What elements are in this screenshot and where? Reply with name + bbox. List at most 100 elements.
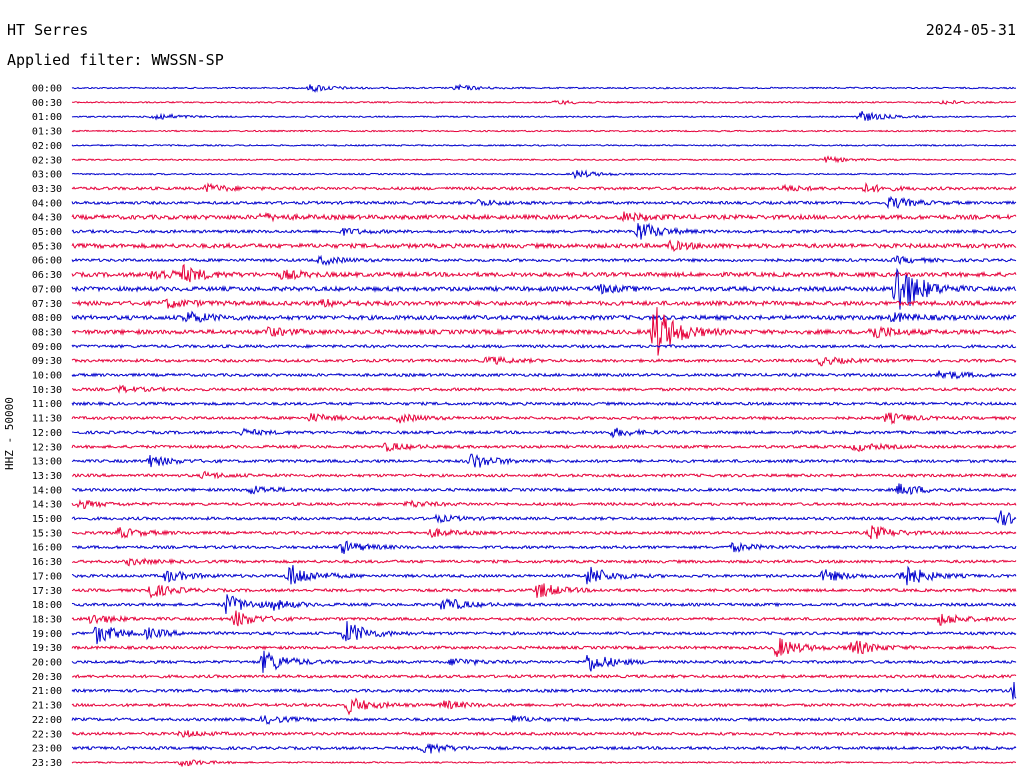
tick-label: 08:00 bbox=[32, 313, 62, 324]
tick-label: 23:00 bbox=[32, 744, 62, 755]
tick-label: 19:30 bbox=[32, 643, 62, 654]
tick-label: 16:30 bbox=[32, 557, 62, 568]
trace-line bbox=[71, 759, 1017, 767]
trace-line bbox=[71, 310, 1017, 323]
tick-label: 00:30 bbox=[32, 98, 62, 109]
trace-line bbox=[71, 263, 1017, 283]
date-label: 2024-05-31 bbox=[925, 21, 1016, 39]
trace-line bbox=[71, 510, 1017, 526]
trace-line bbox=[71, 384, 1017, 394]
tick-label: 15:00 bbox=[32, 514, 62, 525]
trace-line bbox=[71, 483, 1017, 496]
trace-line bbox=[71, 650, 1017, 673]
trace-line bbox=[71, 298, 1017, 309]
trace-line bbox=[71, 111, 1017, 121]
tick-label: 18:30 bbox=[32, 614, 62, 625]
trace-line bbox=[71, 370, 1017, 380]
trace-line bbox=[71, 355, 1017, 367]
trace-line bbox=[71, 594, 1017, 614]
tick-label: 12:30 bbox=[32, 442, 62, 453]
tick-label: 10:30 bbox=[32, 385, 62, 396]
trace-line bbox=[71, 222, 1017, 240]
tick-label: 03:00 bbox=[32, 170, 62, 181]
trace-line bbox=[71, 681, 1017, 700]
tick-label: 11:30 bbox=[32, 414, 62, 425]
trace-line bbox=[72, 540, 1017, 554]
tick-label: 01:00 bbox=[32, 112, 62, 123]
tick-label: 13:00 bbox=[32, 457, 62, 468]
trace-line bbox=[71, 715, 1017, 725]
tick-label: 10:00 bbox=[32, 371, 62, 382]
filter-label: Applied filter: WWSSN-SP bbox=[7, 51, 224, 69]
tick-label: 21:30 bbox=[32, 701, 62, 712]
tick-label: 06:00 bbox=[32, 256, 62, 267]
tick-label: 18:00 bbox=[32, 600, 62, 611]
tick-label: 12:00 bbox=[32, 428, 62, 439]
trace-line bbox=[71, 621, 1017, 645]
tick-label: 16:00 bbox=[32, 543, 62, 554]
trace-line bbox=[71, 412, 1017, 425]
trace-line bbox=[71, 638, 1017, 657]
trace-line bbox=[72, 427, 1017, 439]
tick-label: 08:30 bbox=[32, 327, 62, 338]
tick-label: 14:30 bbox=[32, 500, 62, 511]
tick-label: 03:30 bbox=[32, 184, 62, 195]
tick-label: 05:30 bbox=[32, 241, 62, 252]
tick-label: 19:00 bbox=[32, 629, 62, 640]
tick-label: 11:00 bbox=[32, 399, 62, 410]
tick-label: 02:30 bbox=[32, 155, 62, 166]
trace-line bbox=[71, 743, 1017, 754]
trace-line bbox=[71, 155, 1017, 164]
trace-line bbox=[71, 400, 1017, 407]
tick-label: 22:00 bbox=[32, 715, 62, 726]
tick-label: 01:30 bbox=[32, 127, 62, 138]
trace-line bbox=[71, 499, 1017, 509]
tick-label: 22:30 bbox=[32, 729, 62, 740]
trace-line bbox=[71, 211, 1017, 223]
trace-line bbox=[71, 557, 1017, 567]
tick-label: 21:00 bbox=[32, 686, 62, 697]
trace-line bbox=[71, 181, 1017, 193]
tick-label: 07:30 bbox=[32, 299, 62, 310]
trace-line bbox=[71, 610, 1017, 627]
tick-label: 14:00 bbox=[32, 485, 62, 496]
tick-label: 20:30 bbox=[32, 672, 62, 683]
trace-line bbox=[71, 307, 1017, 356]
trace-line bbox=[71, 83, 1017, 93]
trace-line bbox=[71, 442, 1017, 453]
trace-line bbox=[71, 267, 1017, 310]
tick-label: 05:00 bbox=[32, 227, 62, 238]
trace-line bbox=[71, 729, 1017, 738]
tick-label: 17:30 bbox=[32, 586, 62, 597]
trace-line bbox=[71, 673, 1017, 680]
tick-label: 06:30 bbox=[32, 270, 62, 281]
trace-line bbox=[71, 254, 1017, 266]
tick-label: 09:30 bbox=[32, 356, 62, 367]
tick-label: 15:30 bbox=[32, 528, 62, 539]
trace-line bbox=[71, 525, 1017, 540]
trace-line bbox=[71, 697, 1017, 716]
trace-line bbox=[71, 583, 1017, 599]
tick-label: 20:00 bbox=[32, 658, 62, 669]
trace-line bbox=[71, 195, 1017, 210]
trace-line bbox=[71, 169, 1017, 180]
trace-line bbox=[71, 99, 1016, 106]
trace-line bbox=[71, 239, 1017, 253]
station-title: HT Serres bbox=[7, 21, 89, 39]
trace-line bbox=[71, 343, 1017, 349]
tick-label: 17:00 bbox=[32, 571, 62, 582]
tick-label: 02:00 bbox=[32, 141, 62, 152]
tick-label: 09:00 bbox=[32, 342, 62, 353]
tick-label: 07:00 bbox=[32, 284, 62, 295]
tick-label: 13:30 bbox=[32, 471, 62, 482]
tick-label: 04:30 bbox=[32, 213, 62, 224]
trace-line bbox=[71, 470, 1017, 480]
trace-line bbox=[71, 129, 1017, 133]
tick-label: 04:00 bbox=[32, 198, 62, 209]
tick-label: 23:30 bbox=[32, 758, 62, 769]
trace-line bbox=[71, 453, 1017, 468]
trace-line bbox=[71, 143, 1017, 147]
tick-label: 00:00 bbox=[32, 84, 62, 95]
trace-line bbox=[71, 565, 1017, 586]
